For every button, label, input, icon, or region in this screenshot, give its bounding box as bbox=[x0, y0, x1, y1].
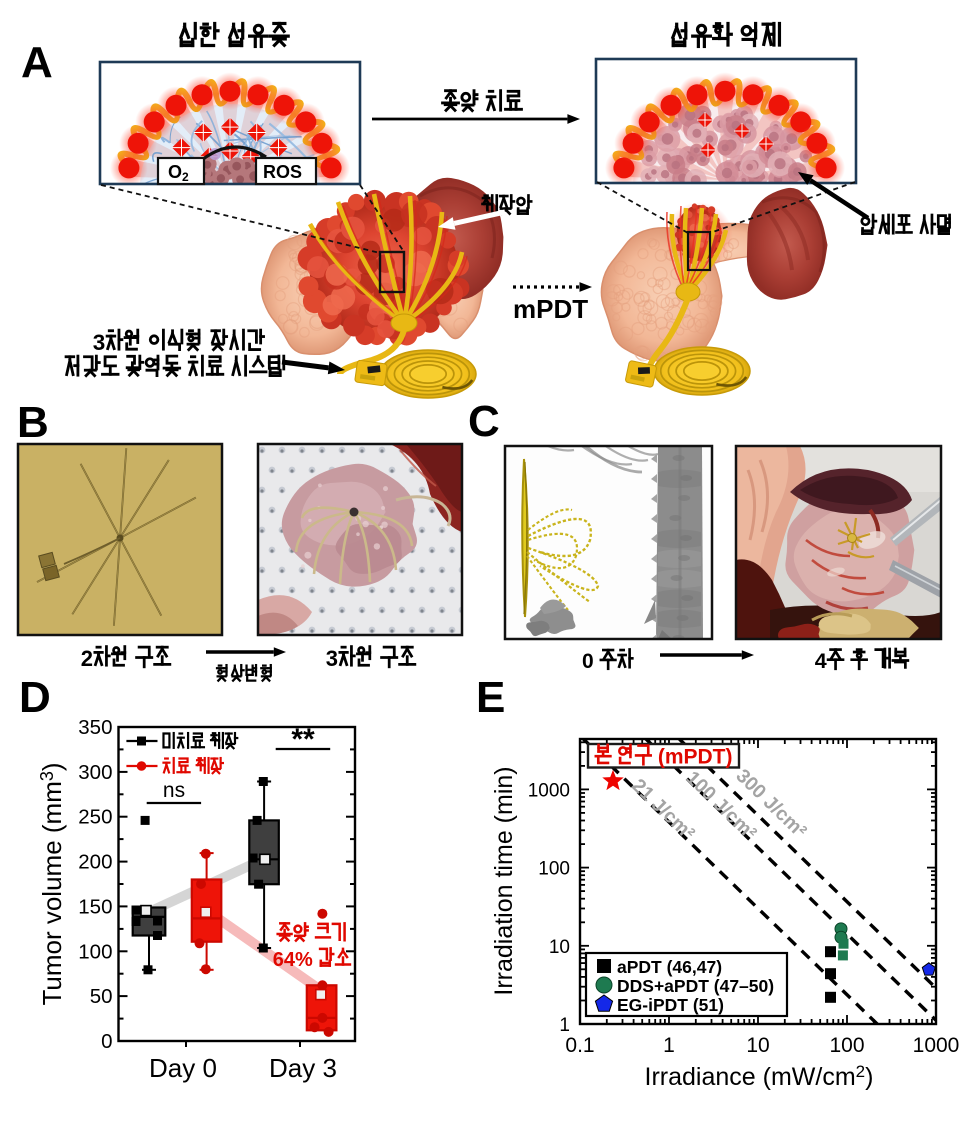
svg-text:EG-iPDT (51): EG-iPDT (51) bbox=[617, 995, 724, 1015]
svg-text:250: 250 bbox=[78, 806, 112, 829]
svg-text:Day 3: Day 3 bbox=[269, 1053, 337, 1083]
svg-text:Tumor volume (mm3): Tumor volume (mm3) bbox=[37, 762, 67, 1005]
svg-text:2: 2 bbox=[182, 170, 189, 184]
svg-text:4: 4 bbox=[815, 649, 827, 673]
svg-text:0: 0 bbox=[101, 1030, 112, 1053]
svg-text:350: 350 bbox=[78, 716, 112, 739]
svg-text:1: 1 bbox=[559, 1015, 570, 1036]
svg-text:(mPDT): (mPDT) bbox=[652, 746, 733, 769]
svg-text:1: 1 bbox=[663, 1034, 675, 1057]
svg-text:2: 2 bbox=[81, 646, 93, 671]
svg-text:64%: 64% bbox=[273, 949, 319, 971]
svg-text:100: 100 bbox=[78, 940, 112, 963]
svg-text:1000: 1000 bbox=[913, 1034, 960, 1057]
svg-text:Day 0: Day 0 bbox=[149, 1053, 217, 1083]
svg-text:ns: ns bbox=[163, 779, 185, 802]
svg-text:Irradiation time (min): Irradiation time (min) bbox=[490, 766, 518, 995]
svg-text:200: 200 bbox=[78, 851, 112, 874]
svg-text:O: O bbox=[168, 162, 182, 182]
svg-text:ROS: ROS bbox=[263, 162, 302, 182]
svg-text:A: A bbox=[21, 38, 53, 87]
svg-text:0: 0 bbox=[582, 650, 600, 673]
svg-text:mPDT: mPDT bbox=[513, 294, 588, 324]
svg-text:E: E bbox=[476, 673, 505, 722]
svg-text:300: 300 bbox=[78, 761, 112, 784]
svg-text:3: 3 bbox=[326, 646, 338, 671]
svg-text:3: 3 bbox=[93, 330, 106, 355]
svg-text:100: 100 bbox=[829, 1034, 864, 1057]
svg-text:50: 50 bbox=[90, 985, 113, 1008]
svg-text:100: 100 bbox=[538, 859, 570, 880]
svg-text:Irradiance (mW/cm2): Irradiance (mW/cm2) bbox=[645, 1062, 874, 1091]
svg-text:D: D bbox=[19, 673, 51, 722]
svg-text:C: C bbox=[468, 397, 500, 446]
svg-text:DDS+aPDT (47–50): DDS+aPDT (47–50) bbox=[617, 976, 774, 996]
svg-text:0.1: 0.1 bbox=[565, 1034, 594, 1057]
svg-text:B: B bbox=[17, 398, 49, 447]
svg-text:aPDT (46,47): aPDT (46,47) bbox=[617, 957, 722, 977]
svg-text:10: 10 bbox=[746, 1034, 769, 1057]
svg-text:1000: 1000 bbox=[528, 780, 570, 801]
svg-text:**: ** bbox=[291, 723, 315, 756]
svg-text:10: 10 bbox=[549, 937, 570, 958]
svg-text:150: 150 bbox=[78, 895, 112, 918]
